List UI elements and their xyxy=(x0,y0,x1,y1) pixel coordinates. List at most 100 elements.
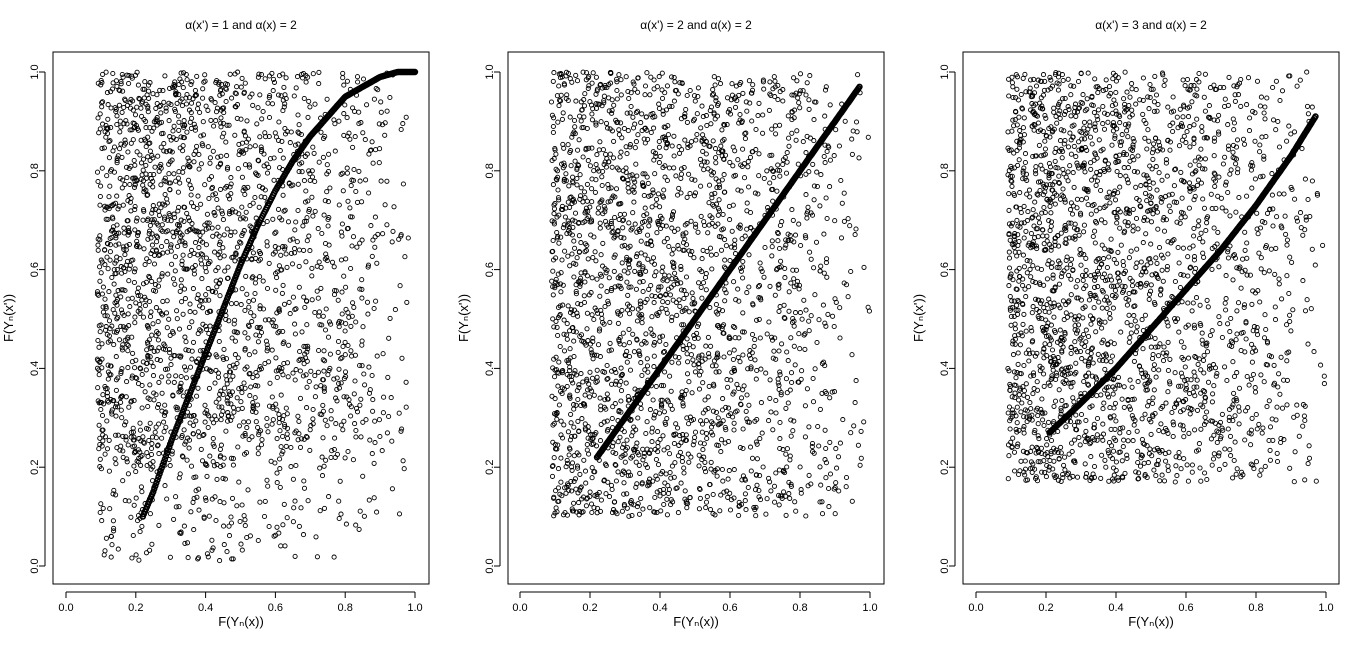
data-point xyxy=(643,430,649,437)
data-point xyxy=(198,133,204,139)
data-point xyxy=(371,305,377,312)
data-point xyxy=(357,402,363,408)
data-point xyxy=(113,292,119,298)
data-point xyxy=(865,134,871,140)
data-point xyxy=(266,523,272,530)
data-point xyxy=(221,232,227,238)
data-point xyxy=(789,207,795,213)
data-point xyxy=(550,182,556,188)
data-point xyxy=(210,148,216,154)
data-point xyxy=(156,451,162,457)
data-point xyxy=(176,81,182,88)
data-point xyxy=(274,436,280,442)
data-point xyxy=(644,174,650,180)
data-point xyxy=(145,192,151,198)
data-point xyxy=(682,488,688,494)
data-point xyxy=(123,394,129,400)
data-point xyxy=(704,122,710,129)
data-point xyxy=(122,140,129,146)
data-point xyxy=(349,243,355,249)
y-tick-label: 0.6 xyxy=(29,262,41,277)
data-point xyxy=(132,203,138,210)
data-point xyxy=(372,418,378,424)
data-point xyxy=(396,410,402,416)
data-point xyxy=(189,319,195,325)
data-point xyxy=(183,339,189,345)
data-point xyxy=(195,429,201,435)
data-point xyxy=(105,376,111,382)
data-point xyxy=(548,99,555,105)
data-point xyxy=(101,145,107,151)
data-point xyxy=(789,130,795,136)
data-point xyxy=(273,270,279,277)
data-point xyxy=(754,367,760,374)
data-point xyxy=(325,199,331,205)
data-point xyxy=(264,423,270,429)
data-point xyxy=(282,543,288,549)
data-point xyxy=(811,183,817,189)
data-point xyxy=(202,419,208,425)
data-point xyxy=(691,255,697,261)
data-point xyxy=(678,175,684,181)
data-point xyxy=(845,216,851,222)
data-point xyxy=(229,495,236,501)
data-point xyxy=(638,405,644,412)
data-point xyxy=(268,458,274,464)
data-point xyxy=(322,358,328,364)
data-point xyxy=(296,284,302,290)
data-point xyxy=(206,220,212,226)
data-point xyxy=(189,221,195,227)
data-point xyxy=(253,369,259,376)
data-point xyxy=(131,184,138,190)
data-point xyxy=(144,92,150,98)
data-point xyxy=(320,357,326,363)
data-point xyxy=(342,455,348,461)
data-point xyxy=(262,317,268,323)
data-point xyxy=(810,161,816,167)
data-point xyxy=(708,466,714,472)
data-point xyxy=(808,313,814,319)
data-point xyxy=(287,237,293,243)
data-point xyxy=(219,82,225,88)
data-point xyxy=(669,143,675,149)
data-point xyxy=(653,383,659,390)
data-point xyxy=(224,549,230,555)
data-point xyxy=(126,241,132,248)
data-point xyxy=(702,465,708,472)
data-point xyxy=(206,513,212,519)
data-point xyxy=(238,385,245,391)
data-point xyxy=(333,421,339,427)
data-point xyxy=(757,436,763,442)
data-point xyxy=(148,359,154,365)
data-point xyxy=(302,304,308,311)
data-point xyxy=(553,151,559,157)
data-point xyxy=(578,240,584,246)
data-point xyxy=(290,519,296,525)
x-axis: 0.0 0.2 0.4 0.6 0.8 1.0 xyxy=(58,591,423,614)
data-point xyxy=(156,168,162,174)
data-point xyxy=(168,244,174,250)
data-point xyxy=(803,307,809,313)
data-point xyxy=(135,292,141,299)
data-point xyxy=(289,261,296,267)
data-point xyxy=(572,124,578,130)
data-point xyxy=(140,167,146,173)
data-point xyxy=(320,135,327,141)
data-point xyxy=(341,273,347,279)
data-point xyxy=(134,149,140,155)
data-point xyxy=(220,354,226,360)
data-point xyxy=(129,555,135,561)
data-point xyxy=(634,173,640,179)
data-point xyxy=(827,439,833,445)
data-point xyxy=(317,465,323,471)
data-point xyxy=(320,154,326,160)
data-point xyxy=(558,455,564,461)
data-point xyxy=(632,268,638,274)
data-point xyxy=(803,192,809,198)
data-point xyxy=(280,282,286,288)
data-point xyxy=(247,393,253,399)
data-point xyxy=(571,238,577,244)
data-point xyxy=(821,270,827,276)
data-point xyxy=(106,155,112,161)
data-point xyxy=(399,355,405,361)
